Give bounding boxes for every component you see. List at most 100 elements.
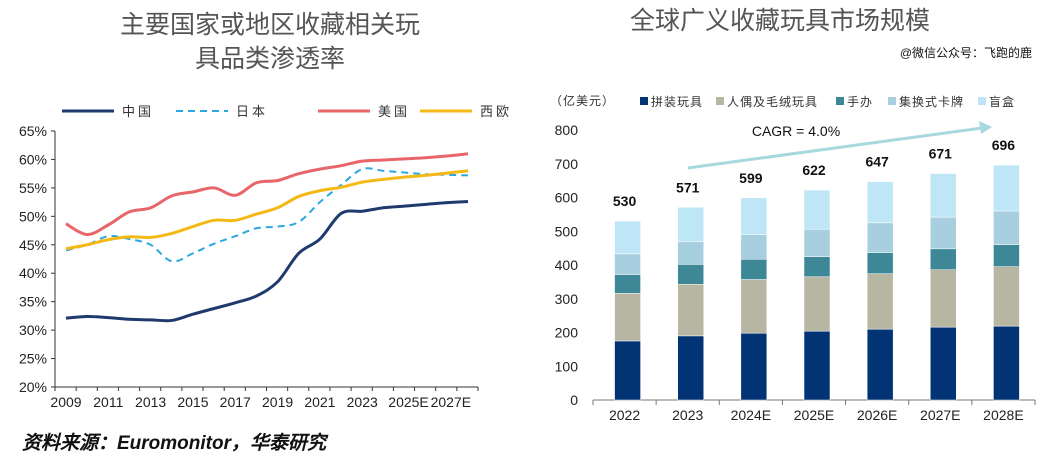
right-x-tick-label: 2028E [983, 407, 1023, 423]
left-y-tick-label: 35% [19, 294, 47, 310]
bar-segment-3 [677, 241, 704, 265]
source-note: 资料来源：Euromonitor，华泰研究 [22, 433, 326, 454]
bar-segment-4 [866, 181, 894, 224]
bar-segment-1 [803, 276, 831, 332]
bar-total-label: 530 [613, 193, 637, 209]
bar-segment-1 [740, 279, 768, 334]
legend-swatch-bar-0 [640, 97, 648, 105]
left-x-tick-label: 2023 [347, 394, 378, 410]
bar-segment-2 [614, 274, 641, 294]
legend-label-bar-0: 拼装玩具 [651, 95, 703, 109]
bar-segment-1 [677, 283, 704, 337]
legend-label-0: 中国 [122, 104, 154, 119]
right-y-tick-label: 500 [555, 223, 579, 239]
right-x-tick-label: 2022 [609, 407, 640, 423]
left-x-tick-label: 2013 [135, 394, 166, 410]
left-y-tick-label: 30% [19, 322, 47, 338]
left-x-tick-label: 2021 [304, 394, 335, 410]
line-series-2 [65, 152, 469, 237]
legend-label-2: 美国 [378, 104, 410, 119]
right-x-tick-label: 2025E [794, 407, 834, 423]
left-x-tick-label: 2011 [93, 394, 123, 410]
bar-segment-4 [993, 164, 1020, 212]
left-y-tick-label: 40% [19, 265, 47, 281]
bar-segment-4 [740, 197, 768, 235]
bar-total-label: 671 [929, 146, 953, 162]
bar-total-label: 696 [992, 137, 1016, 153]
bar-segment-0 [614, 340, 641, 401]
bar-segment-4 [803, 189, 831, 230]
bar-segment-3 [614, 253, 641, 275]
left-x-tick-label: 2015 [177, 394, 208, 410]
unit-label: （亿美元） [550, 93, 615, 108]
bar-segment-0 [677, 335, 704, 401]
right-y-tick-label: 800 [555, 122, 579, 138]
bar-segment-3 [866, 222, 894, 253]
left-chart-title-line-1: 主要国家或地区收藏相关玩 [119, 10, 420, 39]
bar-segment-4 [677, 207, 704, 242]
cagr-arrow [687, 126, 983, 170]
bar-segment-4 [614, 220, 641, 255]
legend-label-bar-1: 人偶及毛绒玩具 [727, 95, 818, 109]
legend-swatch-bar-3 [888, 97, 896, 105]
bar-segment-0 [803, 330, 831, 401]
bar-segment-3 [740, 234, 768, 260]
bar-segment-1 [993, 266, 1020, 327]
legend-label-bar-3: 集换式卡牌 [899, 94, 964, 109]
bar-segment-2 [803, 256, 831, 278]
cagr-arrowhead-icon [979, 121, 992, 134]
left-x-tick-label: 2025E [388, 394, 428, 410]
left-y-tick-label: 55% [19, 180, 47, 196]
legend-label-1: 日本 [236, 104, 268, 119]
left-y-tick-label: 20% [19, 379, 47, 395]
legend-swatch-bar-4 [978, 97, 986, 105]
bar-segment-2 [740, 259, 768, 280]
left-x-tick-label: 2017 [220, 394, 251, 410]
bar-segment-0 [740, 332, 768, 401]
left-chart-title: 主要国家或地区收藏相关玩 具品类渗透率 [60, 8, 480, 76]
left-y-tick-label: 65% [19, 123, 47, 139]
right-x-tick-label: 2023 [672, 407, 703, 423]
bar-segment-2 [993, 244, 1020, 267]
left-y-tick-label: 25% [19, 351, 47, 367]
bar-segment-0 [993, 325, 1020, 401]
watermark: @微信公众号：飞跑的鹿 [899, 44, 1032, 61]
bar-segment-1 [866, 273, 894, 330]
right-x-tick-label: 2024E [731, 407, 771, 423]
bar-segment-1 [614, 293, 641, 342]
bar-total-label: 599 [739, 170, 763, 186]
right-y-tick-label: 100 [555, 358, 579, 374]
bar-segment-4 [930, 173, 957, 218]
bar-segment-2 [677, 264, 704, 285]
left-x-tick-label: 2009 [50, 394, 81, 410]
line-series-3 [65, 169, 469, 251]
legend-label-3: 西欧 [480, 104, 512, 119]
bar-segment-3 [993, 210, 1020, 245]
line-series-1 [65, 167, 469, 263]
bar-segment-0 [930, 326, 957, 401]
bar-segment-2 [930, 248, 957, 270]
left-x-tick-label: 2019 [262, 394, 293, 410]
legend-swatch-bar-2 [836, 97, 844, 105]
right-y-tick-label: 0 [570, 392, 578, 408]
legend-label-bar-4: 盲盒 [989, 94, 1015, 109]
right-x-tick-label: 2026E [857, 407, 897, 423]
bar-segment-2 [866, 252, 894, 275]
left-chart-title-line-2: 具品类渗透率 [194, 44, 345, 73]
legend-swatch-bar-1 [716, 97, 724, 105]
bar-segment-0 [866, 328, 894, 401]
right-y-tick-label: 400 [555, 257, 579, 273]
bar-total-label: 647 [865, 154, 889, 170]
right-y-tick-label: 600 [555, 190, 579, 206]
bar-segment-3 [930, 216, 957, 250]
right-chart-title: 全球广义收藏玩具市场规模 [629, 6, 930, 35]
bar-segment-3 [803, 228, 831, 257]
right-y-tick-label: 700 [555, 156, 579, 172]
left-y-tick-label: 50% [19, 208, 47, 224]
bar-total-label: 622 [802, 162, 826, 178]
bar-segment-1 [930, 269, 957, 328]
line-series-0 [65, 200, 469, 323]
right-y-tick-label: 300 [555, 291, 579, 307]
cagr-annotation: CAGR = 4.0% [752, 123, 840, 139]
